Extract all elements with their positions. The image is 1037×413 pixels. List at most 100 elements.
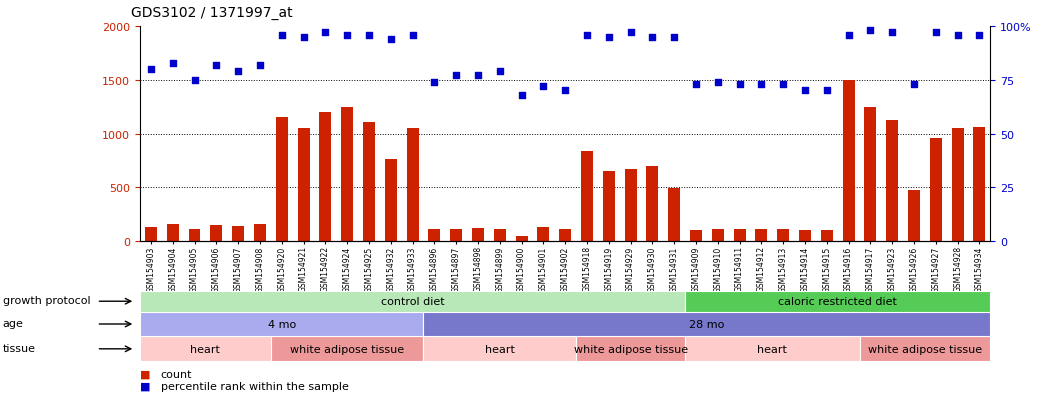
Bar bbox=[777, 230, 789, 242]
Bar bbox=[450, 229, 463, 242]
Bar bbox=[887, 120, 898, 242]
Point bbox=[404, 32, 421, 39]
Bar bbox=[298, 129, 309, 242]
Bar bbox=[843, 81, 854, 242]
Point bbox=[840, 32, 857, 39]
Bar bbox=[254, 224, 265, 242]
Point bbox=[252, 62, 269, 69]
Point bbox=[492, 69, 508, 75]
Bar bbox=[167, 224, 178, 242]
Bar bbox=[232, 226, 244, 242]
Point bbox=[187, 77, 203, 84]
Point bbox=[775, 81, 791, 88]
Text: 4 mo: 4 mo bbox=[268, 319, 296, 329]
Point bbox=[579, 32, 595, 39]
Bar bbox=[407, 129, 419, 242]
Point bbox=[818, 88, 835, 95]
Bar bbox=[385, 160, 397, 242]
Bar bbox=[363, 122, 375, 242]
Point bbox=[339, 32, 356, 39]
Text: percentile rank within the sample: percentile rank within the sample bbox=[161, 381, 348, 391]
Bar bbox=[908, 190, 920, 242]
Point bbox=[796, 88, 813, 95]
Bar bbox=[319, 113, 331, 242]
Text: caloric restricted diet: caloric restricted diet bbox=[779, 297, 897, 306]
Bar bbox=[140, 312, 423, 337]
Point bbox=[143, 66, 160, 73]
Bar bbox=[537, 228, 550, 242]
Bar bbox=[690, 231, 702, 242]
Point bbox=[230, 69, 247, 75]
Bar bbox=[472, 228, 484, 242]
Text: ■: ■ bbox=[140, 369, 150, 379]
Point bbox=[274, 32, 290, 39]
Text: ■: ■ bbox=[140, 381, 150, 391]
Text: white adipose tissue: white adipose tissue bbox=[573, 344, 688, 354]
Bar bbox=[515, 236, 528, 242]
Bar bbox=[860, 337, 990, 361]
Text: white adipose tissue: white adipose tissue bbox=[868, 344, 982, 354]
Text: tissue: tissue bbox=[3, 343, 35, 353]
Point bbox=[600, 34, 617, 41]
Bar bbox=[189, 230, 200, 242]
Bar bbox=[581, 152, 593, 242]
Point bbox=[666, 34, 682, 41]
Bar bbox=[559, 230, 571, 242]
Point bbox=[557, 88, 573, 95]
Bar bbox=[755, 230, 767, 242]
Text: growth protocol: growth protocol bbox=[3, 295, 90, 306]
Text: heart: heart bbox=[485, 344, 514, 354]
Point bbox=[513, 92, 530, 99]
Bar bbox=[865, 107, 876, 242]
Bar bbox=[423, 312, 990, 337]
Point bbox=[753, 81, 769, 88]
Point bbox=[448, 73, 465, 80]
Bar bbox=[798, 230, 811, 242]
Bar bbox=[733, 230, 746, 242]
Point bbox=[208, 62, 225, 69]
Point bbox=[709, 79, 726, 86]
Bar bbox=[276, 118, 287, 242]
Text: control diet: control diet bbox=[381, 297, 444, 306]
Point bbox=[470, 73, 486, 80]
Text: count: count bbox=[161, 369, 192, 379]
Point bbox=[731, 81, 748, 88]
Bar bbox=[952, 129, 963, 242]
Bar bbox=[211, 225, 222, 242]
Text: 28 mo: 28 mo bbox=[690, 319, 725, 329]
Bar bbox=[140, 291, 685, 312]
Bar bbox=[423, 337, 577, 361]
Point bbox=[927, 30, 944, 37]
Bar bbox=[685, 337, 860, 361]
Text: heart: heart bbox=[191, 344, 220, 354]
Bar bbox=[428, 230, 441, 242]
Point bbox=[535, 84, 552, 90]
Bar bbox=[711, 229, 724, 242]
Bar bbox=[494, 229, 506, 242]
Bar bbox=[577, 337, 685, 361]
Point bbox=[622, 30, 639, 37]
Text: heart: heart bbox=[757, 344, 787, 354]
Bar bbox=[821, 231, 833, 242]
Point bbox=[644, 34, 661, 41]
Bar bbox=[624, 170, 637, 242]
Bar bbox=[668, 189, 680, 242]
Bar bbox=[271, 337, 423, 361]
Text: age: age bbox=[3, 318, 24, 328]
Point bbox=[688, 81, 704, 88]
Point bbox=[383, 36, 399, 43]
Bar bbox=[140, 337, 271, 361]
Point bbox=[317, 30, 334, 37]
Bar bbox=[145, 228, 157, 242]
Point bbox=[862, 28, 878, 34]
Bar bbox=[341, 107, 354, 242]
Bar bbox=[930, 138, 942, 242]
Point bbox=[971, 32, 987, 39]
Bar bbox=[646, 166, 658, 242]
Point bbox=[949, 32, 965, 39]
Text: GDS3102 / 1371997_at: GDS3102 / 1371997_at bbox=[132, 6, 293, 20]
Point bbox=[884, 30, 900, 37]
Bar bbox=[974, 128, 985, 242]
Point bbox=[296, 34, 312, 41]
Bar bbox=[602, 172, 615, 242]
